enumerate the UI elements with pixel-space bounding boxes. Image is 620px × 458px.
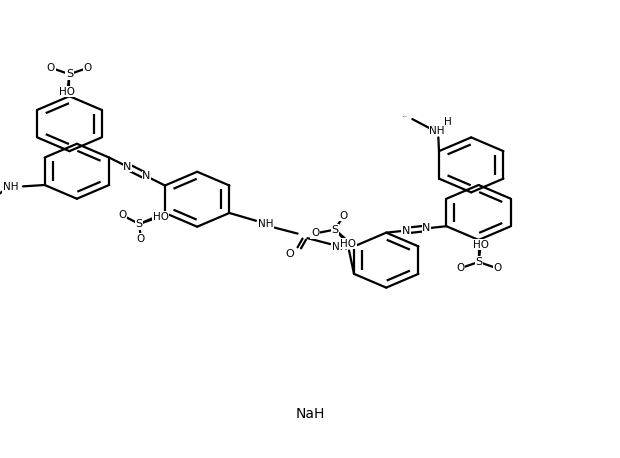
Text: O: O — [286, 249, 294, 259]
Text: O: O — [137, 234, 145, 244]
Text: S: S — [136, 219, 143, 229]
Text: N: N — [402, 225, 410, 235]
Text: HO: HO — [340, 239, 356, 249]
Text: HO: HO — [153, 212, 169, 222]
Text: N: N — [143, 171, 151, 181]
Text: O: O — [456, 263, 464, 273]
Text: N: N — [422, 224, 431, 233]
Text: S: S — [331, 224, 339, 234]
Text: H: H — [445, 117, 452, 127]
Text: NH: NH — [332, 242, 347, 252]
Text: HO: HO — [60, 87, 76, 97]
Text: O: O — [339, 211, 348, 221]
Text: NaH: NaH — [295, 408, 325, 421]
Text: O: O — [118, 210, 126, 220]
Text: S: S — [475, 257, 482, 267]
Text: HO: HO — [472, 240, 489, 250]
Text: O: O — [311, 229, 319, 239]
Text: N: N — [123, 162, 131, 172]
Text: O: O — [46, 63, 55, 73]
Text: methyl: methyl — [402, 116, 407, 117]
Text: NH: NH — [3, 182, 19, 192]
Text: NH: NH — [257, 219, 273, 229]
Text: O: O — [84, 63, 92, 73]
Text: NH: NH — [430, 125, 445, 136]
Text: O: O — [493, 263, 502, 273]
Text: S: S — [66, 69, 73, 79]
